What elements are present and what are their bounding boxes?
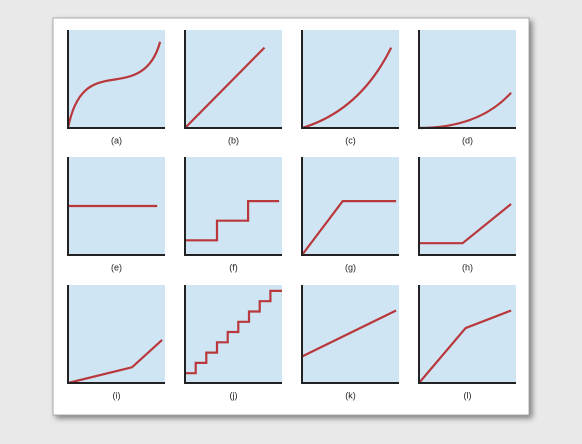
plot-area — [185, 285, 282, 383]
curve — [301, 309, 397, 358]
panel-label: (k) — [345, 390, 356, 400]
axes — [301, 157, 399, 256]
panel-label: (e) — [111, 262, 122, 272]
panel-label: (l) — [464, 390, 472, 400]
panel-label: (d) — [462, 135, 473, 145]
curve — [184, 46, 266, 129]
axes — [67, 30, 165, 129]
axes — [67, 285, 165, 384]
panel-label: (j) — [230, 390, 238, 400]
panel-label: (h) — [462, 262, 473, 272]
curve — [418, 309, 512, 384]
axes — [418, 285, 516, 384]
plot-area — [68, 285, 165, 383]
plot-area — [302, 157, 399, 255]
panel-label: (i) — [113, 390, 121, 400]
axes — [67, 157, 165, 256]
axes — [184, 157, 282, 256]
curve — [301, 200, 397, 256]
axes — [418, 30, 516, 129]
panel-label: (g) — [345, 262, 356, 272]
panel-label: (c) — [345, 135, 356, 145]
axes — [184, 285, 282, 384]
plot-area — [185, 157, 282, 255]
panel-grid: (a) (b) (c) (d) (e) (f) (g) (h) (i) (j) (k) (l) — [66, 30, 516, 400]
plot-area — [302, 30, 399, 128]
curve — [185, 200, 280, 242]
plot-area — [419, 285, 516, 383]
axes — [184, 30, 282, 129]
curve — [301, 47, 393, 130]
axes — [301, 30, 399, 129]
panel-label: (a) — [111, 135, 122, 145]
curve — [66, 41, 162, 129]
panel-label: (f) — [229, 262, 238, 272]
curve — [185, 289, 282, 375]
curve — [67, 339, 163, 385]
axes — [301, 285, 399, 384]
panel-label: (b) — [228, 135, 239, 145]
axes — [418, 157, 516, 256]
curve — [419, 203, 512, 245]
plot-area — [419, 30, 516, 128]
